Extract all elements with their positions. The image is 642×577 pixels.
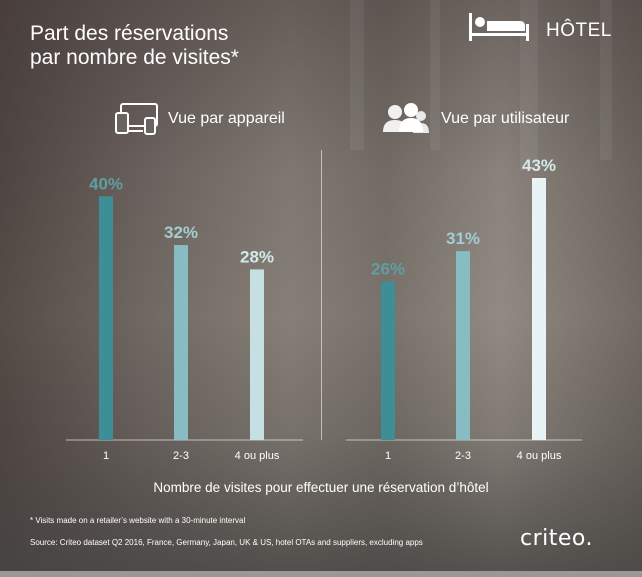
bottom-band xyxy=(0,571,642,577)
users-icon xyxy=(383,103,429,133)
bed-icon xyxy=(469,13,529,41)
curtain-fold xyxy=(520,0,538,170)
bar-value-label: 40% xyxy=(89,174,123,193)
device-view-label: Vue par appareil xyxy=(168,110,285,127)
x-axis-title: Nombre de visites pour effectuer une rés… xyxy=(153,480,489,495)
x-tick-label: 4 ou plus xyxy=(517,450,562,462)
bar xyxy=(381,281,395,440)
page-title: Part des réservations par nombre de visi… xyxy=(30,22,239,69)
x-tick-label: 1 xyxy=(103,450,109,462)
criteo-logo: criteo. xyxy=(520,526,593,551)
bar xyxy=(532,178,546,440)
devices-icon xyxy=(115,103,158,135)
footnote: * Visits made on a retailer’s website wi… xyxy=(30,516,246,525)
bar xyxy=(456,251,470,440)
user-view-label: Vue par utilisateur xyxy=(441,110,570,127)
bar-value-label: 43% xyxy=(522,156,556,175)
x-tick-label: 2-3 xyxy=(173,450,189,462)
curtain-fold xyxy=(430,0,440,150)
x-tick-label: 2-3 xyxy=(455,450,471,462)
x-tick-label: 1 xyxy=(385,450,391,462)
x-tick-label: 4 ou plus xyxy=(235,450,280,462)
panel-divider xyxy=(321,150,322,440)
source-note: Source: Criteo dataset Q2 2016, France, … xyxy=(30,538,423,547)
bar-value-label: 28% xyxy=(240,247,274,266)
bar-value-label: 31% xyxy=(446,229,480,248)
bar xyxy=(250,269,264,440)
bar xyxy=(99,196,113,440)
bar xyxy=(174,245,188,440)
category-label: HÔTEL xyxy=(546,20,612,41)
curtain-fold xyxy=(600,0,612,160)
bar-value-label: 26% xyxy=(371,260,405,279)
curtain-fold xyxy=(350,0,364,150)
bar-value-label: 32% xyxy=(164,223,198,242)
